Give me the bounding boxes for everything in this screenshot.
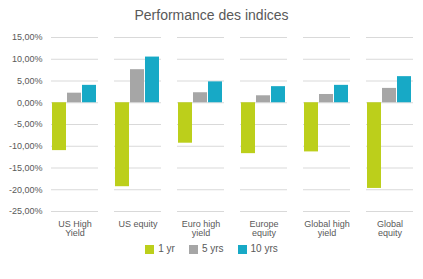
svg-text:Globalequity: Globalequity	[377, 219, 403, 238]
svg-text:-15,00%: -15,00%	[9, 163, 43, 173]
svg-text:10,00%: 10,00%	[12, 54, 43, 64]
svg-text:5,00%: 5,00%	[17, 76, 43, 86]
svg-text:-25,00%: -25,00%	[9, 206, 43, 216]
svg-text:US HighYield: US HighYield	[58, 219, 92, 238]
svg-text:-20,00%: -20,00%	[9, 185, 43, 195]
svg-text:15,00%: 15,00%	[12, 32, 43, 42]
svg-text:-10,00%: -10,00%	[9, 141, 43, 151]
html-text:1 yr: 1 yr	[158, 243, 175, 254]
svg-text:US equity: US equity	[118, 219, 158, 229]
svg-text:Europeequity: Europeequity	[249, 219, 278, 238]
svg-text:-5,00%: -5,00%	[14, 119, 43, 129]
svg-text:0,00%: 0,00%	[17, 98, 43, 108]
svg-text:Global highyield: Global highyield	[304, 219, 350, 238]
svg-text:Euro highyield: Euro highyield	[182, 219, 221, 238]
html-text:5 yrs: 5 yrs	[201, 243, 224, 254]
html-text:10 yrs: 10 yrs	[250, 243, 278, 254]
html-text:Performance des indices: Performance des indices	[134, 7, 289, 23]
